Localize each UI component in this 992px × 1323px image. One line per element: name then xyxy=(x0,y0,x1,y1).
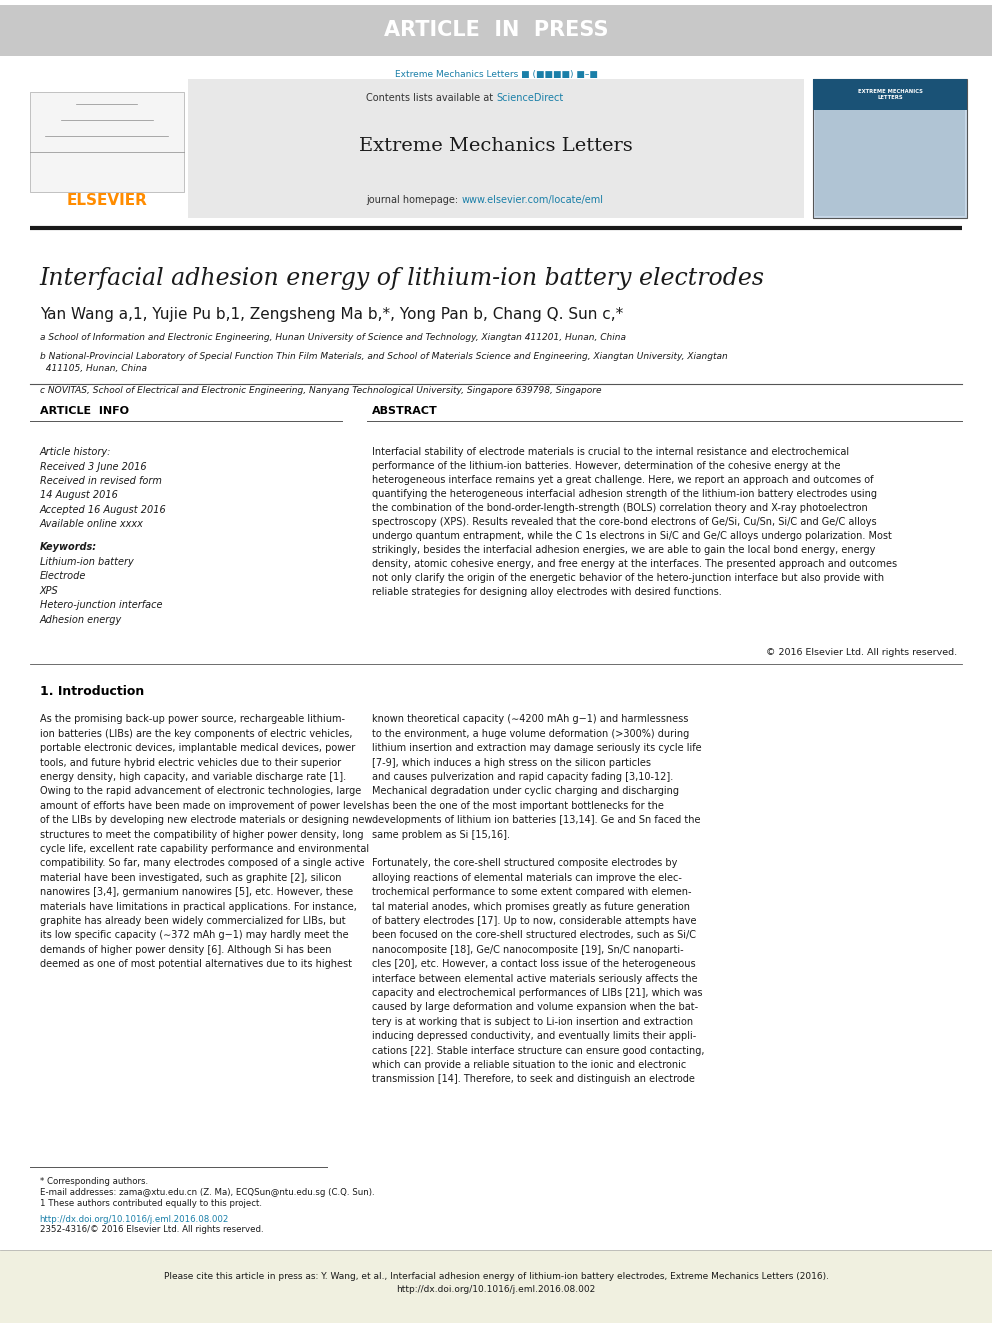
Text: ARTICLE  IN  PRESS: ARTICLE IN PRESS xyxy=(384,20,608,41)
Text: 1 These authors contributed equally to this project.: 1 These authors contributed equally to t… xyxy=(40,1199,262,1208)
Text: E-mail addresses: zama@xtu.edu.cn (Z. Ma), ECQSun@ntu.edu.sg (C.Q. Sun).: E-mail addresses: zama@xtu.edu.cn (Z. Ma… xyxy=(40,1188,374,1197)
Text: ELSEVIER: ELSEVIER xyxy=(66,193,147,208)
Text: ScienceDirect: ScienceDirect xyxy=(496,93,563,103)
Text: © 2016 Elsevier Ltd. All rights reserved.: © 2016 Elsevier Ltd. All rights reserved… xyxy=(766,648,957,658)
Text: Extreme Mechanics Letters ■ (■■■■) ■–■: Extreme Mechanics Letters ■ (■■■■) ■–■ xyxy=(395,70,597,79)
Text: b National-Provincial Laboratory of Special Function Thin Film Materials, and Sc: b National-Provincial Laboratory of Spec… xyxy=(40,352,727,373)
Text: Yan Wang a,1, Yujie Pu b,1, Zengsheng Ma b,*, Yong Pan b, Chang Q. Sun c,*: Yan Wang a,1, Yujie Pu b,1, Zengsheng Ma… xyxy=(40,307,623,321)
Text: Interfacial stability of electrode materials is crucial to the internal resistan: Interfacial stability of electrode mater… xyxy=(372,447,897,597)
Text: Please cite this article in press as: Y. Wang, et al., Interfacial adhesion ener: Please cite this article in press as: Y.… xyxy=(164,1273,828,1294)
Text: Article history:
Received 3 June 2016
Received in revised form
14 August 2016
Ac: Article history: Received 3 June 2016 Re… xyxy=(40,447,167,529)
Text: www.elsevier.com/locate/eml: www.elsevier.com/locate/eml xyxy=(461,194,603,205)
Text: ABSTRACT: ABSTRACT xyxy=(372,406,437,417)
Bar xyxy=(30,91,184,192)
Bar xyxy=(813,79,967,218)
Bar xyxy=(813,79,967,110)
Text: known theoretical capacity (∼4200 mAh g−1) and harmlessness
to the environment, : known theoretical capacity (∼4200 mAh g−… xyxy=(372,714,704,1085)
Text: Keywords:: Keywords: xyxy=(40,542,97,553)
Text: Contents lists available at: Contents lists available at xyxy=(366,93,496,103)
Text: 1. Introduction: 1. Introduction xyxy=(40,685,144,699)
Text: c NOVITAS, School of Electrical and Electronic Engineering, Nanyang Technologica: c NOVITAS, School of Electrical and Elec… xyxy=(40,386,601,396)
Text: http://dx.doi.org/10.1016/j.eml.2016.08.002: http://dx.doi.org/10.1016/j.eml.2016.08.… xyxy=(40,1215,229,1224)
Text: Interfacial adhesion energy of lithium-ion battery electrodes: Interfacial adhesion energy of lithium-i… xyxy=(40,267,765,290)
Text: 2352-4316/© 2016 Elsevier Ltd. All rights reserved.: 2352-4316/© 2016 Elsevier Ltd. All right… xyxy=(40,1225,263,1234)
Bar xyxy=(188,79,804,218)
Text: As the promising back-up power source, rechargeable lithium-
ion batteries (LIBs: As the promising back-up power source, r… xyxy=(40,714,372,970)
Bar xyxy=(0,5,992,56)
Text: Extreme Mechanics Letters: Extreme Mechanics Letters xyxy=(359,138,633,155)
Text: * Corresponding authors.: * Corresponding authors. xyxy=(40,1177,148,1187)
Text: a School of Information and Electronic Engineering, Hunan University of Science : a School of Information and Electronic E… xyxy=(40,333,626,343)
Text: EXTREME MECHANICS
LETTERS: EXTREME MECHANICS LETTERS xyxy=(858,89,923,101)
Bar xyxy=(0,1250,992,1323)
Text: ARTICLE  INFO: ARTICLE INFO xyxy=(40,406,129,417)
Text: journal homepage:: journal homepage: xyxy=(366,194,461,205)
Text: Lithium-ion battery
Electrode
XPS
Hetero-junction interface
Adhesion energy: Lithium-ion battery Electrode XPS Hetero… xyxy=(40,557,162,624)
Bar xyxy=(815,110,965,216)
